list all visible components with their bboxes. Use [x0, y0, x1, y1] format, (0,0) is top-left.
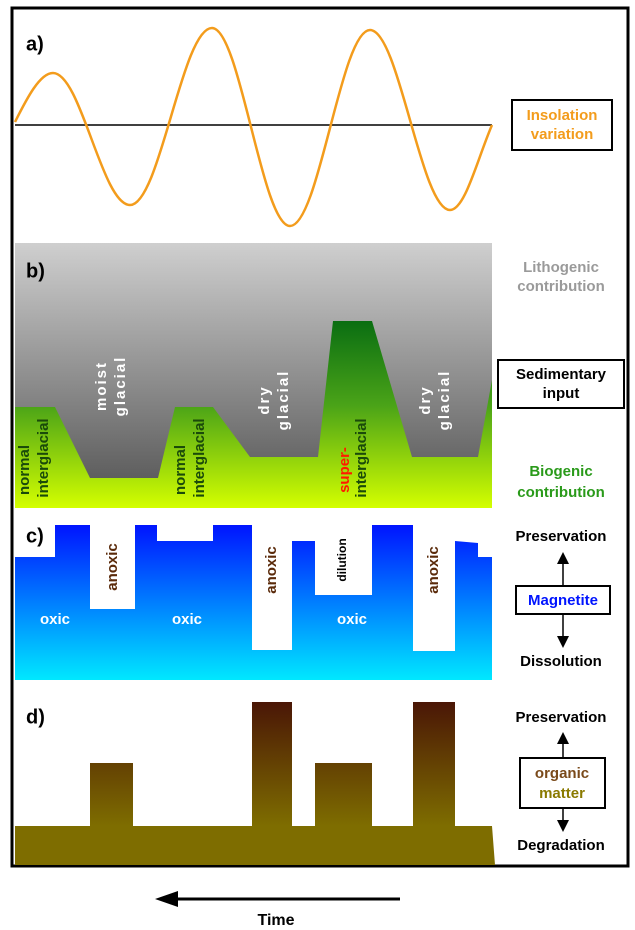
stage-label: glacial: [112, 356, 129, 417]
state-label: anoxic: [263, 546, 280, 594]
side-bottom: Degradation: [517, 837, 605, 854]
stage-label: dry: [417, 385, 434, 414]
side-box: [497, 359, 625, 409]
side-top: contribution: [517, 278, 604, 295]
state-label: oxic: [40, 611, 70, 628]
side-top: Preservation: [516, 709, 607, 726]
organic-area: [15, 702, 495, 865]
panel-label: b): [26, 260, 45, 282]
side-box-text: Insolation: [527, 107, 598, 124]
frame: [10, 6, 630, 868]
stage-label: interglacial: [191, 418, 208, 497]
state-label: anoxic: [104, 543, 121, 591]
side-box-text: organic: [535, 765, 589, 782]
stage-label: interglacial: [35, 418, 52, 497]
side-box: [515, 585, 611, 615]
side-top: Preservation: [516, 528, 607, 545]
side-bottom: Dissolution: [520, 653, 602, 670]
stage-label: moist: [93, 361, 110, 411]
stage-label: dry: [256, 385, 273, 414]
biogenic-area: [15, 321, 492, 508]
time-arrow-head: [155, 891, 178, 907]
panel-label: a): [26, 33, 44, 55]
state-label: dilution: [335, 538, 349, 581]
side-box-text: Magnetite: [528, 592, 598, 609]
insolation-curve: [13, 26, 494, 228]
side-top: Lithogenic: [523, 259, 599, 276]
side-box: [511, 99, 613, 151]
side-bottom: contribution: [517, 484, 604, 501]
panel-label: c): [26, 525, 44, 547]
magnetite-area: [15, 525, 492, 680]
state-label: anoxic: [425, 546, 442, 594]
side-box-text: variation: [531, 126, 594, 143]
state-label: oxic: [172, 611, 202, 628]
stage-label: interglacial: [353, 418, 370, 497]
stage-label: normal: [172, 445, 189, 495]
side-box-text: matter: [539, 785, 585, 802]
axis-label: Time: [257, 912, 294, 929]
side-box-text: input: [543, 385, 580, 402]
state-label: oxic: [337, 611, 367, 628]
stage-label: super-: [336, 447, 353, 493]
side-bottom: Biogenic: [529, 463, 592, 480]
side-box-text: Sedimentary: [516, 366, 607, 383]
stage-label: glacial: [275, 370, 292, 431]
panel-label: d): [26, 706, 45, 728]
stage-label: normal: [16, 445, 33, 495]
stage-label: glacial: [436, 370, 453, 431]
